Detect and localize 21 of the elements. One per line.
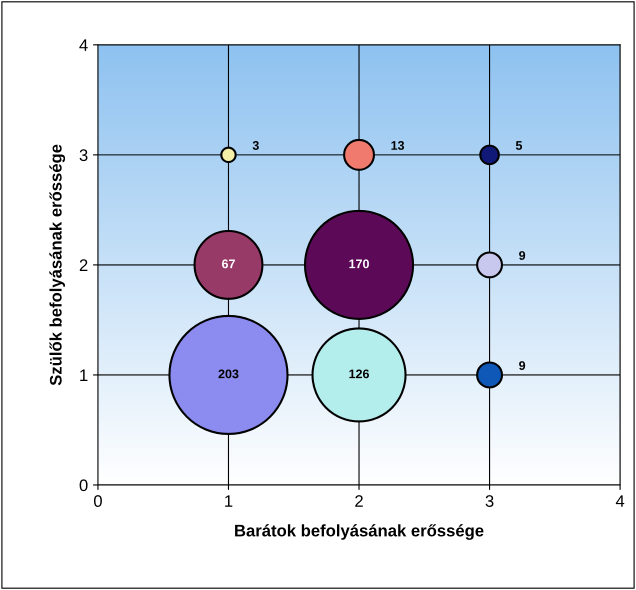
x-tick-label: 2: [355, 495, 363, 507]
y-tick-label: 3: [80, 149, 88, 162]
data-label: 126: [349, 369, 369, 378]
data-label: 9: [519, 361, 526, 370]
data-label: 3: [252, 141, 259, 150]
x-tick-label: 1: [225, 495, 232, 507]
data-label: 5: [516, 141, 522, 150]
x-tick-label: 3: [486, 495, 494, 507]
y-tick-label: 0: [80, 479, 88, 492]
x-tick-label: 4: [616, 495, 624, 507]
x-tick-label: 0: [94, 495, 102, 507]
y-tick-label: 4: [79, 39, 88, 51]
y-tick-label: 1: [80, 370, 88, 381]
y-axis-title: Szülők befolyásának erőssége: [49, 144, 66, 386]
data-label: 9: [519, 251, 526, 260]
y-tick-label: 2: [80, 259, 88, 271]
data-label: 203: [218, 369, 238, 378]
data-label: 13: [391, 141, 404, 150]
x-axis-title: Barátok befolyásának erőssége: [235, 524, 484, 540]
data-label: 67: [222, 259, 235, 268]
data-label: 170: [349, 259, 369, 268]
